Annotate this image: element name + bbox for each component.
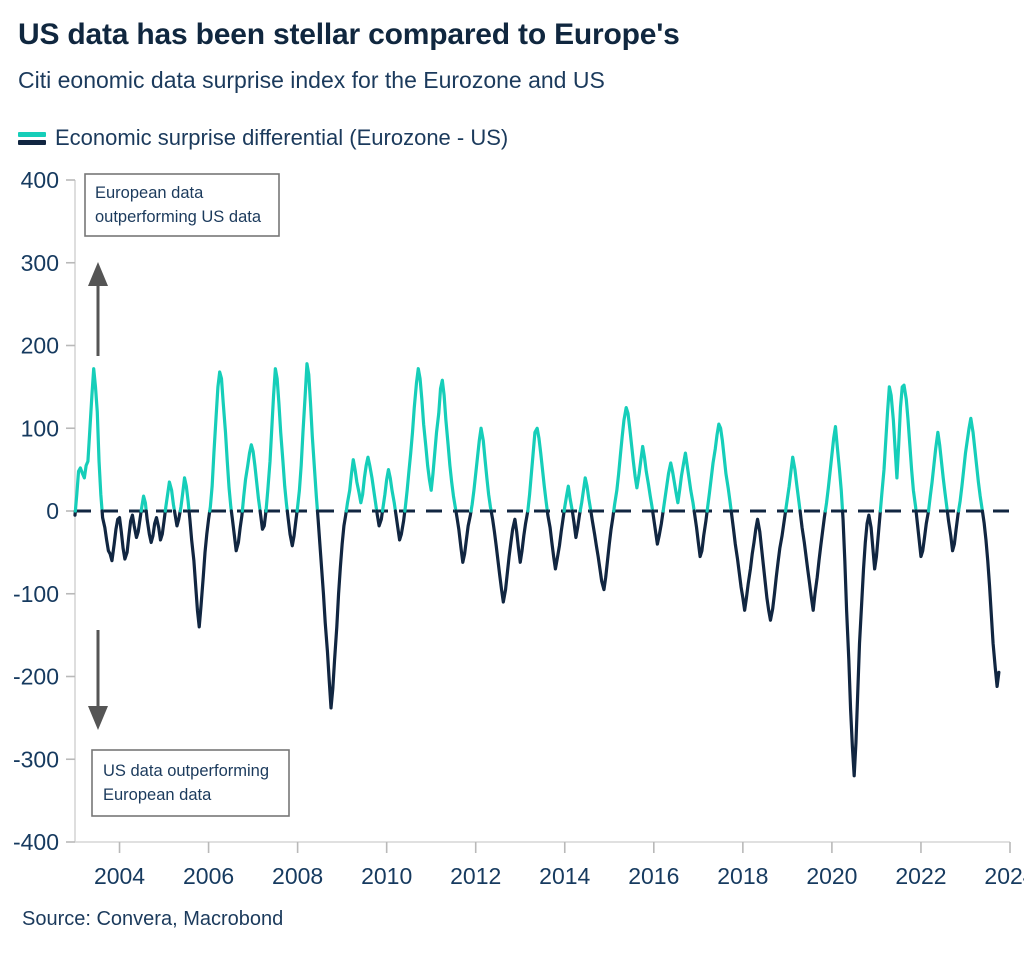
- annotation-box-bottom: US data outperforming European data: [91, 749, 290, 817]
- series-segment-negative: [692, 509, 709, 559]
- series-segment-negative: [840, 509, 882, 778]
- y-tick-label: 200: [21, 333, 59, 359]
- x-tick-label: 2004: [94, 863, 145, 889]
- series-segment-negative: [393, 509, 407, 542]
- plot-area: 400 300 200 100 0 -100 -200 -300 -400 2004 2006 20…: [0, 170, 1024, 890]
- annotation-box-top: European data outperforming US data: [84, 173, 280, 237]
- x-tick-label: 2016: [628, 863, 679, 889]
- series-segment-positive: [878, 383, 918, 513]
- source-note: Source: Convera, Macrobond: [22, 908, 284, 930]
- series-segment-negative: [229, 509, 244, 553]
- series-segment-positive: [578, 476, 593, 513]
- series-segment-negative: [172, 509, 182, 528]
- x-tick-label: 2006: [183, 863, 234, 889]
- series-segment-positive: [956, 416, 984, 513]
- series-segment-negative: [144, 509, 167, 545]
- x-tick-label: 2010: [361, 863, 412, 889]
- series-segment-positive: [823, 425, 845, 513]
- series-segment-negative: [570, 509, 582, 540]
- series-segment-positive: [264, 367, 289, 513]
- series-segment-positive: [705, 422, 733, 513]
- annotation-top-line2: outperforming US data: [95, 208, 262, 226]
- annotation-bottom-line1: US data outperforming: [103, 762, 269, 780]
- series-segment-negative: [980, 509, 1001, 689]
- series-segment-negative: [589, 509, 616, 592]
- series-segment-positive: [562, 484, 574, 513]
- y-tick-label: -400: [13, 829, 59, 855]
- series-segment-negative: [798, 509, 827, 612]
- series-segment-negative: [651, 509, 665, 546]
- series-segment-positive: [240, 443, 262, 513]
- series-segment-positive: [784, 455, 802, 513]
- series-segment-positive: [926, 430, 949, 513]
- x-tick-label: 2020: [806, 863, 857, 889]
- annotation-top-line1: European data: [95, 184, 204, 202]
- legend-swatch-icon: [18, 129, 46, 147]
- series-segment-positive: [208, 370, 233, 513]
- series-segment-negative: [285, 509, 299, 548]
- series-segment-negative: [489, 509, 530, 604]
- y-axis-ticks: 400 300 200 100 0 -100 -200 -300 -400: [13, 170, 75, 855]
- series-segment-positive: [344, 455, 379, 513]
- series-segment-positive: [73, 367, 104, 513]
- x-tick-label: 2018: [717, 863, 768, 889]
- legend-label: Economic surprise differential (Eurozone…: [55, 125, 509, 150]
- y-tick-label: 0: [46, 498, 59, 524]
- series-segment-positive: [178, 476, 191, 513]
- series-segment-negative: [100, 509, 143, 563]
- series-segment-negative: [315, 509, 348, 710]
- y-tick-label: 100: [21, 415, 59, 441]
- series-segment-positive: [139, 494, 148, 513]
- y-tick-label: -300: [13, 746, 59, 772]
- chart-legend: Economic surprise differential (Eurozone…: [18, 125, 508, 151]
- page-title: US data has been stellar compared to Eur…: [18, 18, 680, 51]
- y-tick-label: 300: [21, 250, 59, 276]
- x-tick-label: 2008: [272, 863, 323, 889]
- series-segment-positive: [612, 405, 655, 513]
- series-segment-positive: [403, 367, 458, 513]
- series-segment-negative: [545, 509, 566, 571]
- x-axis-ticks: 2004 2006 2008 2010 2012 2014 2016 2018 2020 2022…: [94, 842, 1024, 889]
- y-tick-label: 400: [21, 170, 59, 193]
- series-segment-positive: [526, 426, 549, 513]
- x-tick-label: 2012: [450, 863, 501, 889]
- series-segment-negative: [729, 509, 788, 622]
- chart-subtitle: Citi eonomic data surprise index for the…: [18, 67, 605, 93]
- annotation-bottom-line2: European data: [103, 786, 212, 804]
- x-tick-label: 2024: [984, 863, 1024, 889]
- series-segment-positive: [661, 451, 696, 513]
- series-segment-positive: [469, 426, 493, 513]
- series-segment-negative: [258, 509, 268, 531]
- series-segment-negative: [945, 509, 961, 553]
- y-tick-label: -100: [13, 581, 59, 607]
- series-segment-positive: [163, 480, 177, 513]
- arrow-up-icon: [88, 262, 108, 356]
- y-tick-label: -200: [13, 664, 59, 690]
- x-tick-label: 2022: [895, 863, 946, 889]
- x-tick-label: 2014: [539, 863, 590, 889]
- series-segment-positive: [380, 468, 398, 513]
- data-series-line: [73, 362, 1001, 778]
- series-segment-negative: [187, 509, 212, 629]
- arrow-down-icon: [88, 630, 108, 730]
- series-segment-negative: [375, 509, 385, 528]
- series-segment-positive: [295, 362, 320, 513]
- series-segment-negative: [454, 509, 473, 564]
- series-segment-negative: [914, 509, 931, 559]
